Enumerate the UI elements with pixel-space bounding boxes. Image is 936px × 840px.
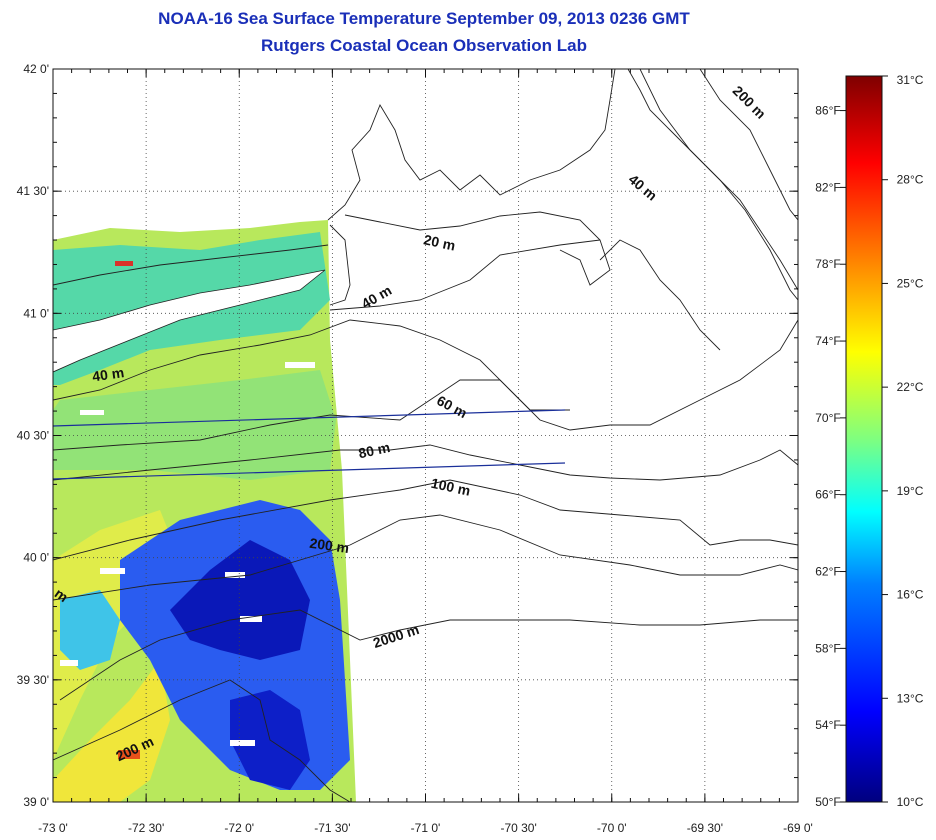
contour-label: 40 m (91, 364, 125, 384)
lon-tick-label: -72 30' (128, 821, 164, 835)
colorbar-f-label: 54°F (815, 718, 840, 732)
colorbar-f-label: 78°F (815, 257, 840, 271)
lat-tick-label: 40 30' (17, 429, 49, 443)
long-island-land (53, 269, 326, 373)
sst-dark-blue-core (170, 540, 310, 660)
lon-tick-label: -71 0' (411, 821, 441, 835)
colorbar (845, 75, 883, 803)
contour-label: 20 m (422, 231, 457, 253)
lat-tick-label: 41 0' (23, 306, 49, 320)
axis-ticks: -73 0' -72 30' -72 0' -71 30' -71 0' -70 30' -… (17, 62, 813, 835)
colorbar-f-label: 82°F (815, 180, 840, 194)
lon-tick-label: -69 0' (783, 821, 813, 835)
transect-lines (53, 409, 566, 480)
sst-cyan-west (60, 590, 120, 670)
colorbar-c-label: 16°C (897, 588, 924, 602)
lon-tick-label: -72 0' (224, 821, 254, 835)
contour-label: 40 m (626, 171, 661, 204)
colorbar-c-label: 31°C (897, 73, 924, 87)
lon-tick-label: -70 30' (500, 821, 536, 835)
sst-cloud-gap (230, 740, 255, 746)
sst-hot-spot (118, 750, 140, 759)
sst-cloud-gap (285, 362, 315, 368)
contour-label: 2000 m (371, 621, 421, 651)
lon-tick-label: -69 30' (687, 821, 723, 835)
sst-green-band (53, 370, 336, 480)
sst-cloud-gap (100, 568, 125, 574)
sst-cloud-gap (225, 572, 245, 578)
sst-cloud-gap (60, 660, 78, 666)
contour-label: 60 m (434, 392, 470, 421)
lat-tick-label: 42 0' (23, 62, 49, 76)
contour-label: 100 m (430, 475, 472, 499)
colorbar-c-label: 13°C (897, 691, 924, 705)
lat-tick-label: 39 0' (23, 795, 49, 809)
lat-tick-label: 41 30' (17, 184, 49, 198)
colorbar-f-label: 58°F (815, 641, 840, 655)
colorbar-c-label: 19°C (897, 484, 924, 498)
sst-cloud-gap (240, 616, 262, 622)
colorbar-c-label: 10°C (897, 795, 924, 809)
lon-tick-label: -71 30' (314, 821, 350, 835)
colorbar-labels: 31°C 28°C 25°C 22°C 19°C 16°C 13°C 10°C 86°F 82°F… (815, 73, 923, 809)
lon-tick-label: -73 0' (38, 821, 68, 835)
colorbar-f-label: 74°F (815, 334, 840, 348)
map-subtitle: Rutgers Coastal Ocean Observation Lab (261, 36, 587, 55)
graticule (53, 69, 798, 802)
colorbar-f-label: 62°F (815, 565, 840, 579)
lat-tick-label: 40 0' (23, 551, 49, 565)
sst-cloud-gap (80, 410, 104, 415)
colorbar-f-label: 86°F (815, 104, 840, 118)
colorbar-c-label: 22°C (897, 380, 924, 394)
sst-yellow-south (53, 660, 170, 802)
coastline (327, 69, 798, 351)
colorbar-c-label: 25°C (897, 276, 924, 290)
contour-label: 200 m (309, 535, 351, 556)
colorbar-f-label: 50°F (815, 795, 840, 809)
map-title: NOAA-16 Sea Surface Temperature Septembe… (158, 9, 690, 28)
colorbar-f-label: 70°F (815, 411, 840, 425)
lat-tick-label: 39 30' (17, 673, 49, 687)
sst-data-layer (53, 220, 356, 802)
sst-hot-spot-north (115, 261, 133, 266)
contour-label: 80 m (357, 439, 392, 461)
colorbar-f-label: 66°F (815, 488, 840, 502)
lon-tick-label: -70 0' (597, 821, 627, 835)
colorbar-c-label: 28°C (897, 173, 924, 187)
contour-label: 40 m (359, 282, 395, 312)
